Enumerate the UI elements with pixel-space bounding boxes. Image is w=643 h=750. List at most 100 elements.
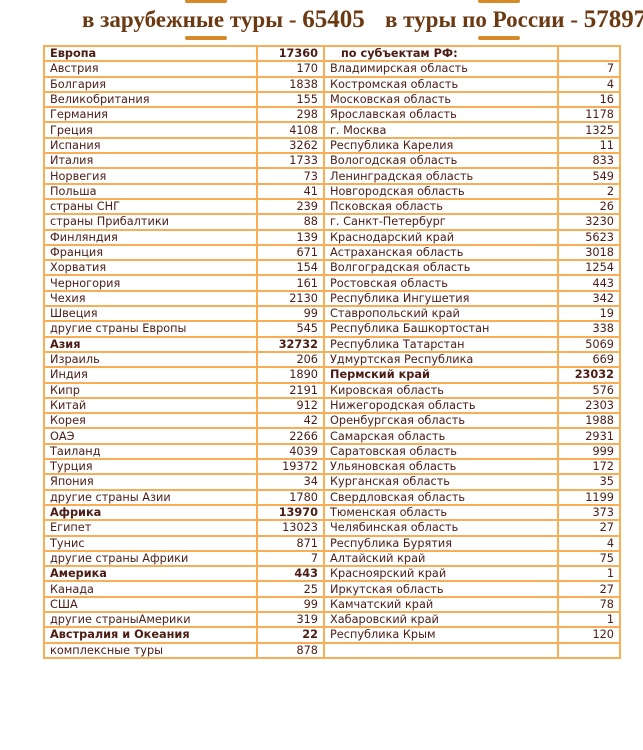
table-row: Китай 912 Нижегородская область 2303	[43, 396, 621, 415]
left-value-cell: 154	[256, 259, 325, 277]
left-name-cell: Германия	[43, 106, 258, 124]
table-row: Болгария 1838 Костромская область 4	[43, 75, 621, 93]
right-value-cell	[557, 641, 621, 659]
right-name-cell: Кировская область	[323, 381, 559, 399]
right-value-cell: 5623	[557, 228, 621, 246]
table-row: США 99 Камчатский край 78	[43, 595, 621, 614]
right-name-cell: Республика Карелия	[323, 136, 559, 155]
left-name-cell: Корея	[43, 412, 258, 430]
table-row: другие страны Европы 545 Республика Башкор…	[43, 320, 621, 338]
left-value-cell: 170	[256, 60, 325, 78]
right-name-cell: Иркутская область	[323, 580, 559, 598]
right-value-cell: 75	[557, 549, 621, 568]
left-value-cell: 13023	[256, 519, 325, 537]
table-row: Испания 3262 Республика Карелия 11	[43, 136, 621, 155]
right-name-cell: Тюменская область	[323, 503, 559, 522]
left-value-cell: 42	[256, 412, 325, 430]
left-value-cell: 671	[256, 243, 325, 262]
table-row: Германия 298 Ярославская область 1178	[43, 106, 621, 124]
right-value-cell: 3018	[557, 243, 621, 262]
right-value-cell: 120	[557, 626, 621, 644]
table-row: другие страныАмерики 319 Хабаровский край 1	[43, 610, 621, 629]
left-name-cell: Швеция	[43, 305, 258, 323]
left-name-cell: страны СНГ	[43, 197, 258, 216]
right-value-cell: 373	[557, 503, 621, 522]
right-value-cell: 338	[557, 320, 621, 338]
table-row: страны СНГ 239 Псковская область 26	[43, 197, 621, 216]
right-value-cell: 1	[557, 610, 621, 629]
left-name-cell: другие страны Африки	[43, 549, 258, 568]
left-value-cell: 34	[256, 473, 325, 491]
right-value-cell: 1988	[557, 412, 621, 430]
right-name-cell: Ленинградская область	[323, 167, 559, 185]
left-value-cell: 155	[256, 90, 325, 109]
right-name-cell: Самарская область	[323, 427, 559, 445]
left-name-cell: Финляндия	[43, 228, 258, 246]
right-value-cell: 27	[557, 580, 621, 598]
left-name-cell: США	[43, 595, 258, 614]
right-value-cell: 3230	[557, 213, 621, 231]
right-name-cell: Камчатский край	[323, 595, 559, 614]
left-value-cell: 17360	[256, 44, 325, 63]
left-value-cell: 1780	[256, 488, 325, 506]
left-name-cell: Канада	[43, 580, 258, 598]
right-name-cell: Волгоградская область	[323, 259, 559, 277]
russia-total: 57897	[583, 6, 643, 33]
table-row: Америка 443 Красноярский край 1	[43, 565, 621, 583]
left-value-cell: 7	[256, 549, 325, 568]
table-row: Норвегия 73 Ленинградская область 549	[43, 167, 621, 185]
table-row: ОАЭ 2266 Самарская область 2931	[43, 427, 621, 445]
right-name-cell: Республика Ингушетия	[323, 289, 559, 308]
left-name-cell: Испания	[43, 136, 258, 155]
right-name-cell: Московская область	[323, 90, 559, 109]
table-row: Черногория 161 Ростовская область 443	[43, 274, 621, 292]
decor-top-right	[478, 0, 520, 3]
right-value-cell: 1254	[557, 259, 621, 277]
left-name-cell: Таиланд	[43, 442, 258, 461]
table-row: Австрия 170 Владимирская область 7	[43, 60, 621, 78]
left-name-cell: Египет	[43, 519, 258, 537]
left-value-cell: 206	[256, 350, 325, 369]
table-row: Польша 41 Новгородская область 2	[43, 182, 621, 200]
left-value-cell: 298	[256, 106, 325, 124]
right-value-cell: 833	[557, 152, 621, 170]
table-row: Тунис 871 Республика Бурятия 4	[43, 534, 621, 552]
left-name-cell: Австралия и Океания	[43, 626, 258, 644]
table-row: другие страны Азии 1780 Свердловская облас…	[43, 488, 621, 506]
left-value-cell: 88	[256, 213, 325, 231]
right-value-cell: 1178	[557, 106, 621, 124]
right-name-cell	[323, 641, 559, 659]
left-name-cell: другие страныАмерики	[43, 610, 258, 629]
left-value-cell: 1838	[256, 75, 325, 93]
right-name-cell: Свердловская область	[323, 488, 559, 506]
right-name-cell: Пермский край	[323, 366, 559, 384]
left-name-cell: Азия	[43, 335, 258, 353]
right-name-cell: Саратовская область	[323, 442, 559, 461]
table-row: Япония 34 Курганская область 35	[43, 473, 621, 491]
table-row: Египет 13023 Челябинская область 27	[43, 519, 621, 537]
table-row: страны Прибалтики 88 г. Санкт-Петербург 323…	[43, 213, 621, 231]
left-name-cell: Австрия	[43, 60, 258, 78]
right-value-cell: 999	[557, 442, 621, 461]
left-name-cell: ОАЭ	[43, 427, 258, 445]
left-name-cell: Америка	[43, 565, 258, 583]
left-name-cell: Япония	[43, 473, 258, 491]
decor-bottom-right	[478, 36, 520, 40]
right-value-cell: 2931	[557, 427, 621, 445]
left-name-cell: Болгария	[43, 75, 258, 93]
right-name-cell: Красноярский край	[323, 565, 559, 583]
left-value-cell: 443	[256, 565, 325, 583]
right-value-cell: 342	[557, 289, 621, 308]
left-value-cell: 41	[256, 182, 325, 200]
right-value-cell: 4	[557, 534, 621, 552]
left-value-cell: 878	[256, 641, 325, 659]
left-value-cell: 2191	[256, 381, 325, 399]
left-name-cell: Великобритания	[43, 90, 258, 109]
left-name-cell: Африка	[43, 503, 258, 522]
left-value-cell: 99	[256, 595, 325, 614]
left-name-cell: Греция	[43, 121, 258, 139]
table-row: другие страны Африки 7 Алтайский край 75	[43, 549, 621, 568]
right-name-cell: г. Санкт-Петербург	[323, 213, 559, 231]
left-value-cell: 4039	[256, 442, 325, 461]
russia-tours-title: в туры по России - 57897	[385, 6, 643, 34]
